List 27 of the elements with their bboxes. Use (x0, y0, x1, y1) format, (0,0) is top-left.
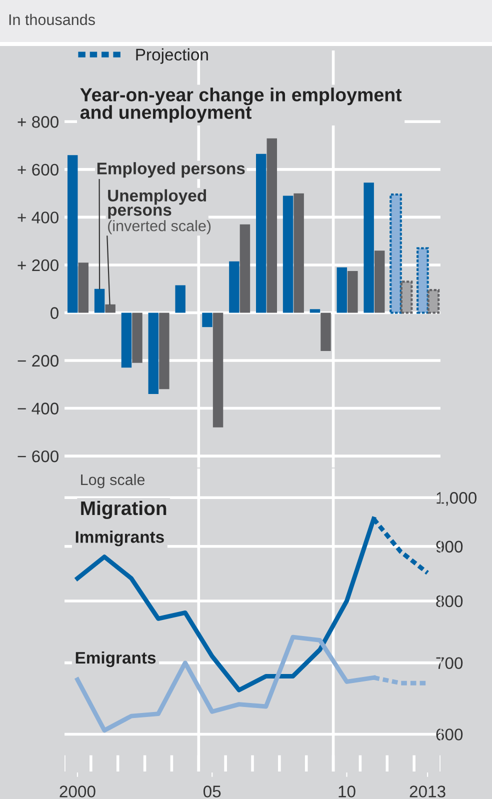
text: Year-on-year change in employment and unemployment (80, 88, 402, 123)
series-label: Employed persons (97, 162, 245, 178)
annotation: (inverted scale) (108, 220, 211, 234)
y-tick-label: − 400 (18, 402, 58, 414)
x-tick-label: 2013 (410, 786, 446, 798)
y-tick-label: 1,000 (436, 492, 476, 506)
text: Unemployed persons (108, 189, 206, 220)
y-tick-label: + 600 (18, 164, 58, 176)
x-tick-label: 2000 (60, 786, 96, 798)
y-tick-label: − 600 (18, 450, 58, 462)
y-tick-label: + 200 (18, 259, 58, 272)
legend-label: Projection (136, 48, 208, 64)
series-label: Immigrants (76, 530, 164, 546)
y-tick-label: + 800 (18, 116, 58, 128)
x-tick-label: 05 (203, 786, 221, 798)
text: Migration (81, 500, 166, 520)
annotation: Log scale (81, 474, 145, 488)
text: In thousands (9, 14, 95, 26)
y-tick-label: 800 (436, 595, 463, 608)
x-tick-label: 10 (338, 786, 356, 798)
series-label: Emigrants (76, 651, 156, 668)
y-tick-label: + 400 (18, 212, 58, 224)
y-tick-label: 600 (436, 728, 463, 740)
y-tick-label: 900 (436, 540, 463, 553)
y-tick-label: − 200 (18, 354, 58, 367)
y-tick-label: 0 (50, 307, 58, 319)
y-tick-label: 700 (436, 657, 463, 670)
